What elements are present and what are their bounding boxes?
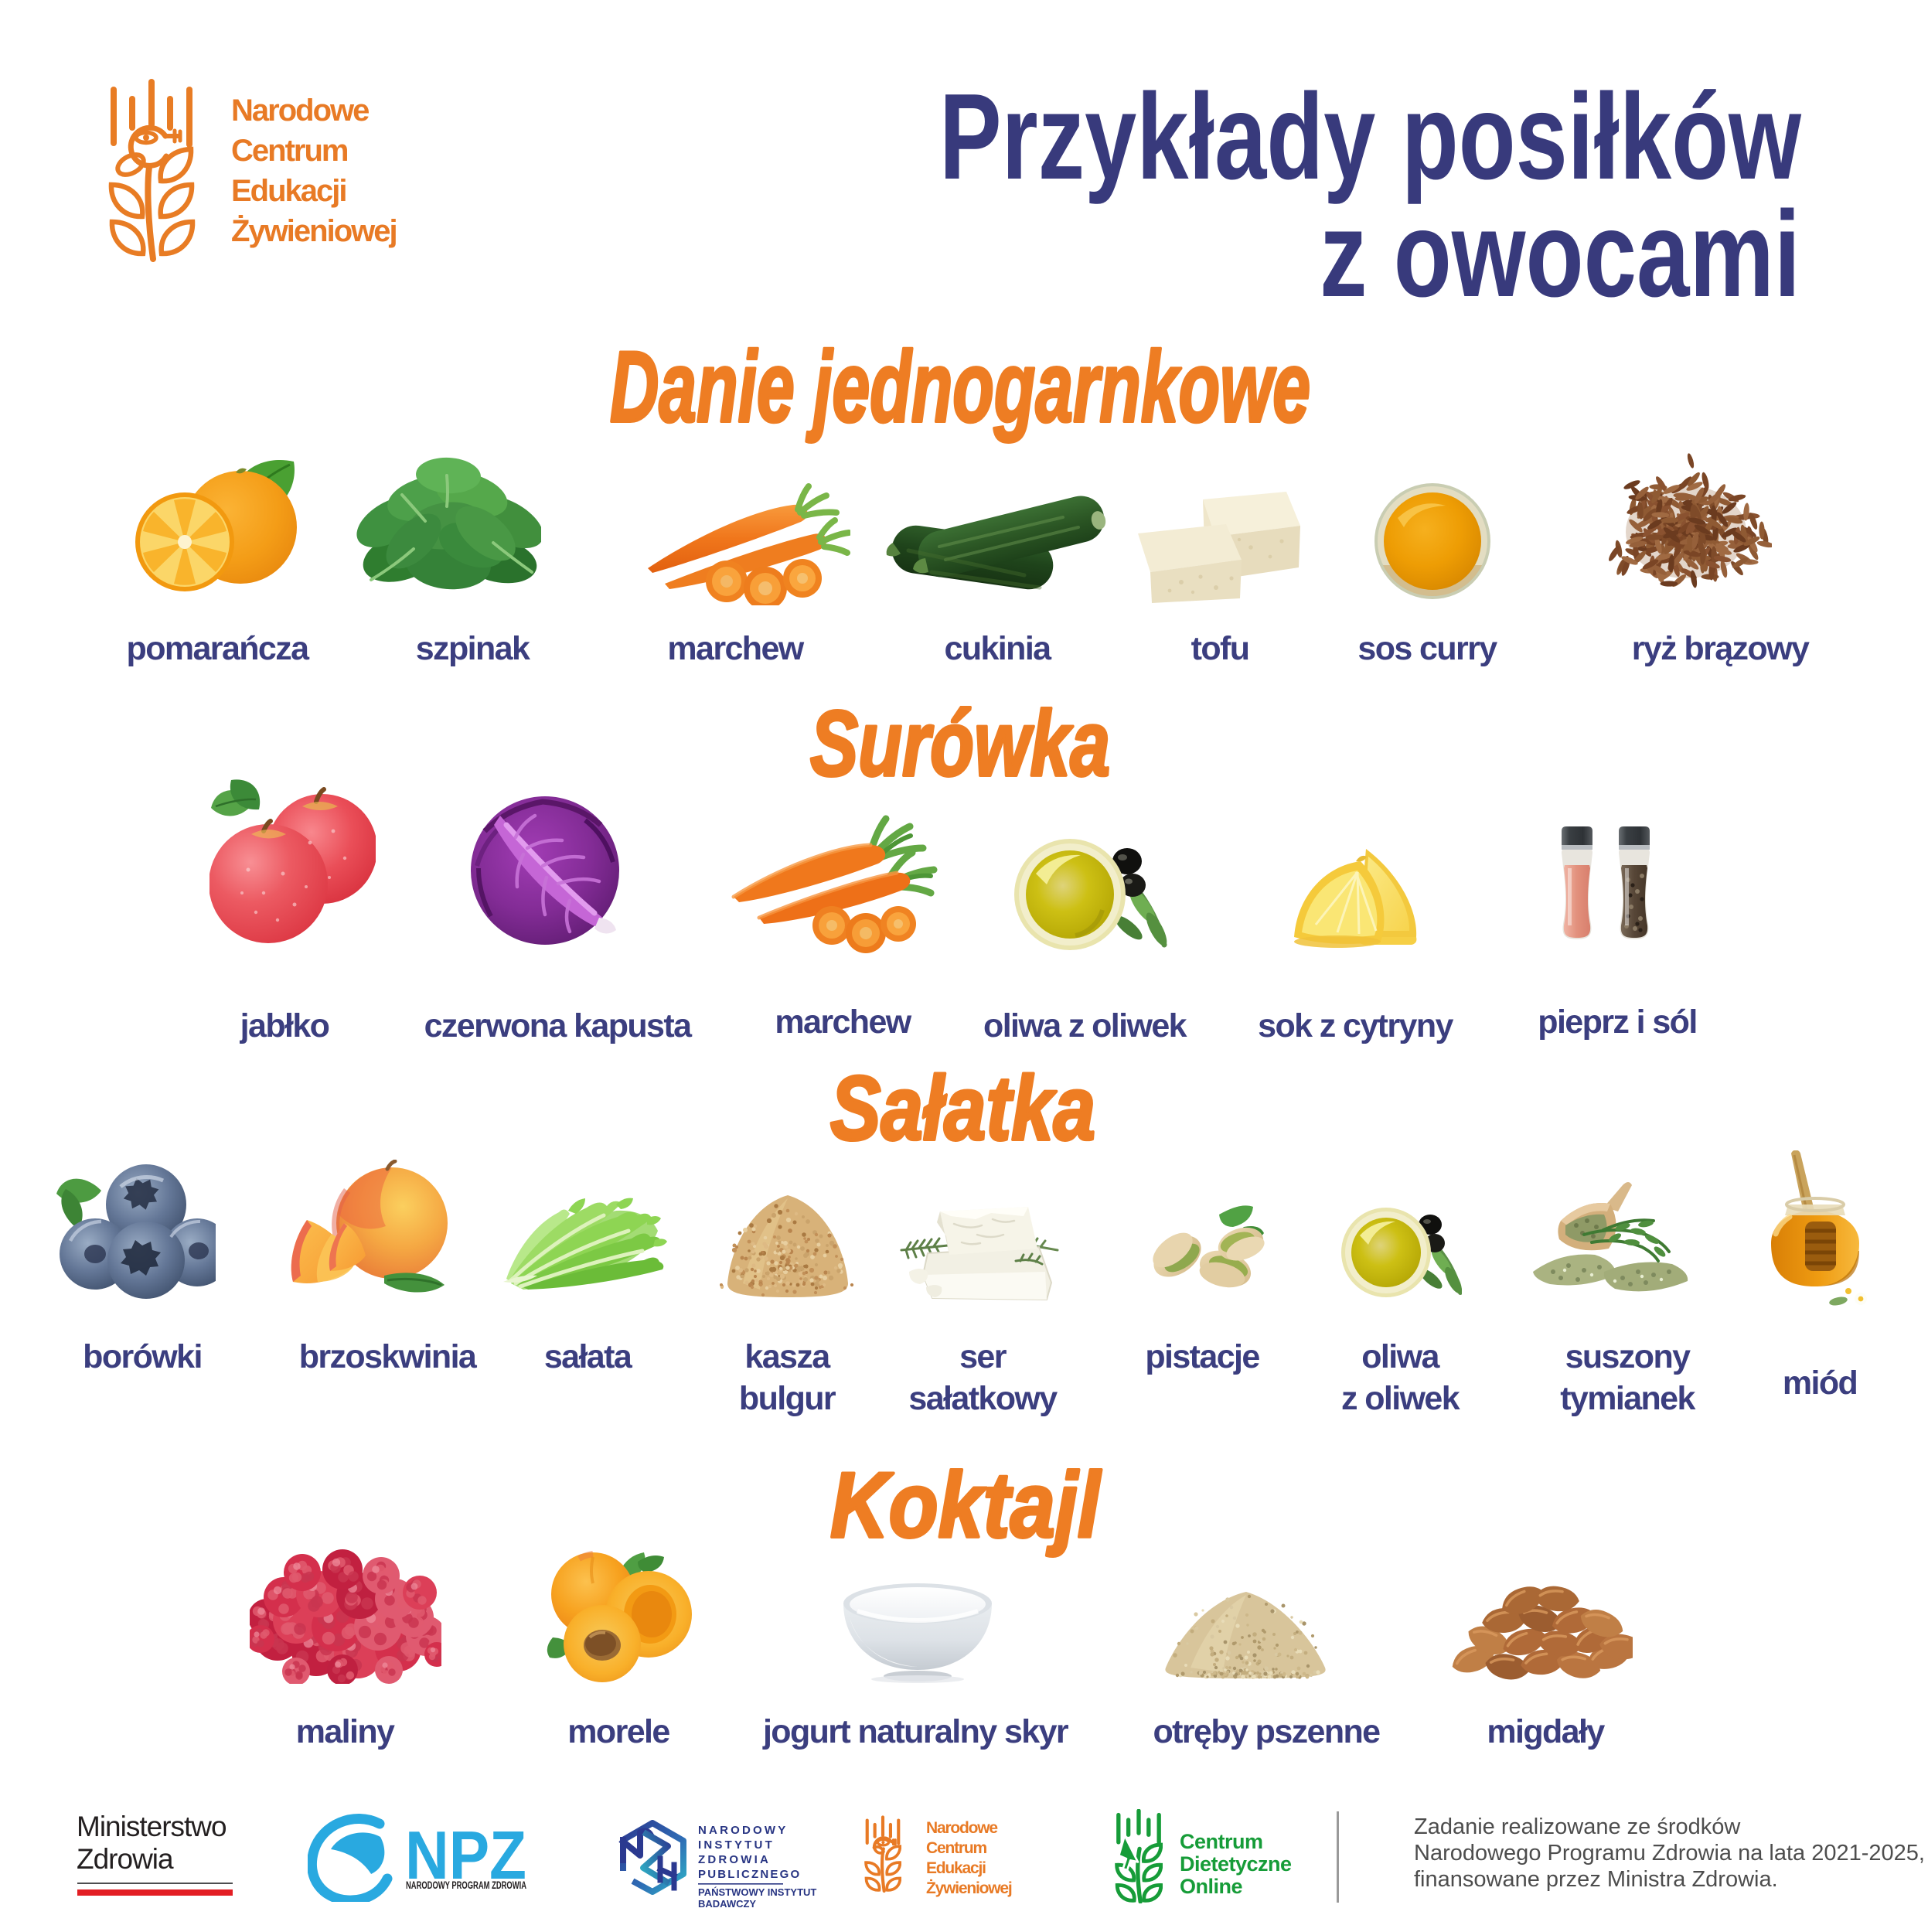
svg-text:BADAWCZY: BADAWCZY <box>698 1898 756 1910</box>
svg-text:NPZ: NPZ <box>405 1817 526 1893</box>
svg-text:INSTYTUT: INSTYTUT <box>698 1838 775 1852</box>
svg-text:Sałatka: Sałatka <box>830 1058 1095 1160</box>
svg-text:NARODOWY: NARODOWY <box>698 1824 788 1837</box>
svg-text:Danie jednogarnkowe: Danie jednogarnkowe <box>610 330 1310 443</box>
svg-text:PAŃSTWOWY INSTYTUT: PAŃSTWOWY INSTYTUT <box>698 1886 816 1898</box>
svg-text:PUBLICZNEGO: PUBLICZNEGO <box>698 1868 801 1881</box>
svg-text:z owocami: z owocami <box>1320 186 1800 322</box>
svg-text:Przykłady posiłków: Przykłady posiłków <box>939 69 1802 205</box>
svg-text:NARODOWY PROGRAM ZDROWIA: NARODOWY PROGRAM ZDROWIA <box>406 1879 526 1891</box>
svg-text:Surówka: Surówka <box>810 692 1110 796</box>
svg-text:ZDROWIA: ZDROWIA <box>698 1853 771 1866</box>
svg-text:Koktajl: Koktajl <box>830 1453 1102 1557</box>
